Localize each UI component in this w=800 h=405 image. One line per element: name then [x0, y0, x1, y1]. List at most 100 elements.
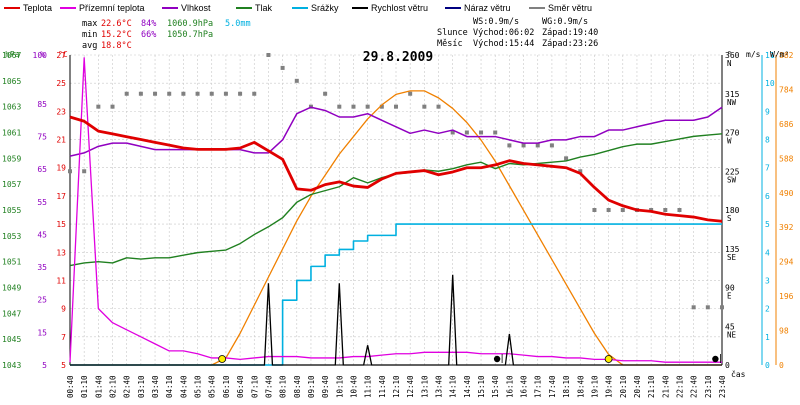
- tick-time: 07:10: [250, 375, 259, 398]
- tick-time: 10:40: [349, 375, 358, 398]
- wind-direction-point: [493, 130, 498, 135]
- tick-direction: 360: [725, 51, 740, 60]
- wind-direction-point: [606, 208, 611, 212]
- wind-direction-point: [507, 143, 512, 148]
- legend-label-precipitation: Srážky: [311, 3, 339, 13]
- wind-direction-point: [464, 130, 469, 135]
- wind-direction-point: [663, 208, 668, 212]
- tick-time: 03:10: [137, 375, 146, 398]
- tick-time: 04:10: [165, 375, 174, 398]
- unit-wm2: W/m²: [770, 50, 789, 59]
- tick-time: 05:10: [194, 375, 203, 398]
- wind-direction-point: [96, 104, 101, 109]
- sunrise-marker: [218, 355, 227, 363]
- legend: Teplota Přízemní teplota Vlhkost Tlak Srážky…: [4, 3, 592, 13]
- wind-direction-point: [408, 91, 413, 96]
- tick-pressure: 1055: [2, 206, 21, 215]
- tick-humidity: 65: [37, 165, 47, 174]
- stat-min-label: min: [82, 30, 97, 40]
- tick-direction-label: E: [727, 292, 732, 301]
- tick-wind: 7: [765, 164, 770, 173]
- tick-time: 22:10: [675, 375, 684, 398]
- tick-time: 21:10: [647, 375, 656, 398]
- tick-time: 14:10: [449, 375, 458, 398]
- info-moonset: Západ:23:26: [542, 39, 598, 49]
- stat-max-press: 1060.9hPa: [167, 19, 213, 29]
- tick-pressure: 1059: [2, 154, 21, 163]
- wind-direction-point: [294, 78, 299, 83]
- series-layer: [68, 53, 724, 366]
- tick-time: 18:10: [562, 375, 571, 398]
- wind-direction-point: [521, 143, 526, 148]
- tick-time: 14:40: [463, 375, 472, 398]
- tick-pressure: 1061: [2, 129, 21, 138]
- tick-direction: 225: [725, 167, 740, 176]
- info-sunset: Západ:19:40: [542, 28, 598, 38]
- tick-temp: 11: [56, 276, 66, 285]
- tick-solar: 392: [779, 223, 794, 232]
- tick-time: 10:10: [335, 375, 344, 398]
- tick-pressure: 1045: [2, 335, 21, 344]
- wind-direction-point: [564, 156, 569, 161]
- tick-pressure: 1043: [2, 361, 21, 370]
- tick-pressure: 1067: [2, 51, 21, 60]
- tick-time: 12:40: [406, 375, 415, 398]
- tick-solar: 0: [779, 361, 784, 370]
- wind-direction-point: [280, 65, 285, 70]
- info-block: WS:0.9m/s WG:0.9m/s Slunce Východ:06:02 …: [437, 17, 598, 49]
- tick-direction: 45: [725, 322, 735, 331]
- wind-direction-point: [153, 91, 158, 96]
- tick-temp: 13: [56, 248, 66, 257]
- wind-direction-point: [549, 143, 554, 148]
- tick-wind: 2: [765, 305, 770, 314]
- wind-direction-point: [195, 91, 200, 96]
- tick-temp: 17: [56, 192, 66, 201]
- tick-direction: 270: [725, 129, 740, 138]
- wind-direction-point: [705, 305, 710, 310]
- tick-wind: 4: [765, 248, 770, 257]
- tick-solar: 490: [779, 189, 794, 198]
- stat-max-rain: 5.0mm: [225, 19, 251, 29]
- tick-direction-label: SW: [727, 175, 737, 184]
- tick-solar: 294: [779, 258, 794, 267]
- tick-wind: 1: [765, 333, 770, 342]
- tick-temp: 9: [61, 305, 66, 314]
- tick-time: 16:40: [520, 375, 529, 398]
- unit-ms: m/s: [746, 50, 761, 59]
- tick-time: 03:40: [151, 375, 160, 398]
- tick-solar: 686: [779, 120, 794, 129]
- tick-direction-label: S: [727, 214, 732, 223]
- unit-pct: %: [40, 50, 45, 59]
- tick-direction: 0: [725, 361, 730, 370]
- tick-wind: 11: [765, 51, 775, 60]
- series-line-temperature: [69, 115, 723, 223]
- tick-humidity: 35: [37, 263, 47, 272]
- tick-time: 13:40: [435, 375, 444, 398]
- tick-pressure: 1057: [2, 180, 21, 189]
- wind-direction-point: [110, 104, 115, 109]
- tick-direction: 180: [725, 206, 740, 215]
- tick-temp: 27: [56, 51, 66, 60]
- stat-min-hum: 66%: [141, 30, 156, 40]
- tick-temp: 23: [56, 107, 66, 116]
- tick-temp: 5: [61, 361, 66, 370]
- tick-humidity: 85: [37, 100, 47, 109]
- tick-direction-label: NW: [727, 98, 737, 107]
- tick-temp: 15: [56, 220, 66, 229]
- tick-time: 04:40: [179, 375, 188, 398]
- tick-direction: 90: [725, 284, 735, 293]
- tick-humidity: 55: [37, 198, 47, 207]
- info-ws: WS:0.9m/s: [473, 17, 519, 27]
- tick-temp: 21: [56, 136, 66, 145]
- wind-direction-point: [167, 91, 172, 96]
- unit-hpa: hPa: [5, 50, 20, 59]
- tick-pressure: 1051: [2, 258, 21, 267]
- tick-time: 20:40: [633, 375, 642, 398]
- tick-wind: 5: [765, 220, 770, 229]
- tick-time: 05:40: [208, 375, 217, 398]
- stat-max-temp: 22.6°C: [101, 19, 132, 29]
- wind-direction-point: [535, 143, 540, 148]
- sunset-marker: [604, 355, 613, 363]
- wind-direction-point: [124, 91, 129, 96]
